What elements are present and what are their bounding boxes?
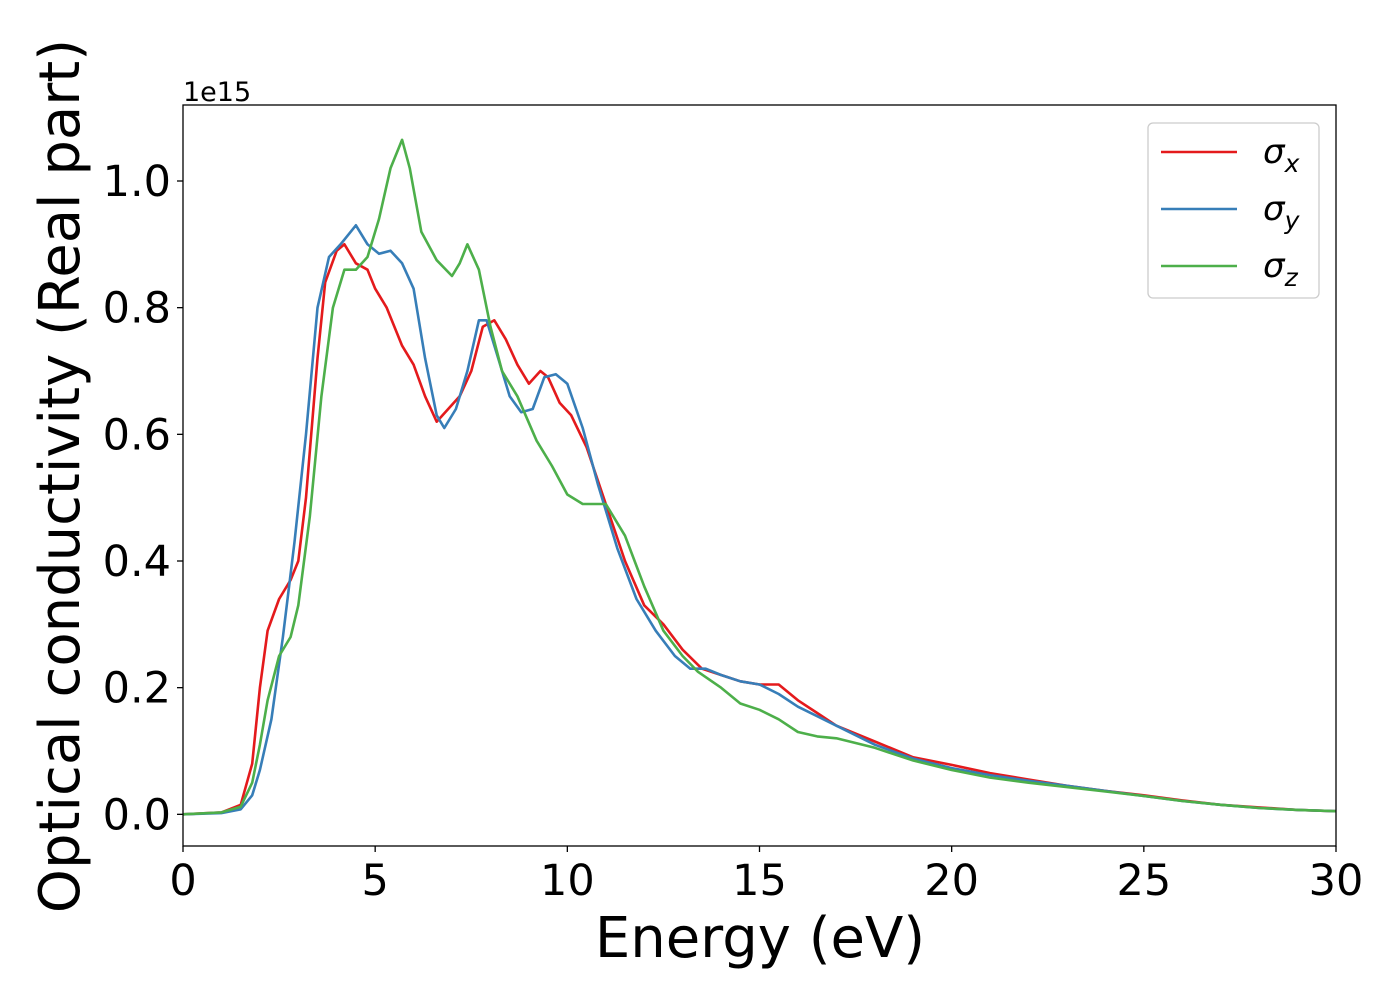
y-tick-label: 0.6 bbox=[103, 410, 171, 460]
x-tick-label: 10 bbox=[540, 856, 595, 906]
legend-subscript: y bbox=[1284, 206, 1301, 235]
y-tick-label: 0.8 bbox=[103, 284, 171, 334]
legend-frame bbox=[1147, 122, 1320, 299]
legend-subscript: x bbox=[1284, 149, 1300, 178]
legend-symbol: σ bbox=[1263, 189, 1286, 229]
y-tick-label: 0.2 bbox=[103, 664, 171, 714]
series-line-z bbox=[183, 138, 1336, 816]
y-axis-offset-label: 1e15 bbox=[183, 77, 251, 108]
legend-symbol: σ bbox=[1263, 132, 1286, 172]
legend-subscript: z bbox=[1284, 263, 1299, 292]
x-axis: 0 5 10 15 20 25 30 bbox=[169, 846, 1363, 906]
x-tick-label: 15 bbox=[732, 856, 787, 906]
legend-symbol: σ bbox=[1263, 246, 1286, 286]
x-tick-label: 5 bbox=[361, 856, 388, 906]
y-axis-title: Optical conductivity (Real part) bbox=[28, 39, 93, 913]
legend-label-x: σx bbox=[1263, 132, 1300, 178]
x-tick-label: 30 bbox=[1309, 856, 1364, 906]
series-line-x bbox=[183, 243, 1336, 816]
y-axis: 0.0 0.2 0.4 0.6 0.8 1.0 bbox=[103, 157, 183, 840]
x-tick-label: 25 bbox=[1116, 856, 1171, 906]
series-line-y bbox=[183, 224, 1336, 816]
y-tick-label: 0.4 bbox=[103, 537, 171, 587]
series-lines bbox=[183, 138, 1336, 816]
x-axis-title: Energy (eV) bbox=[595, 906, 925, 971]
y-tick-label: 0.0 bbox=[103, 790, 171, 840]
legend-label-z: σz bbox=[1263, 246, 1299, 292]
x-tick-label: 20 bbox=[924, 856, 979, 906]
y-tick-label: 1.0 bbox=[103, 157, 171, 207]
x-tick-label: 0 bbox=[169, 856, 196, 906]
legend-label-y: σy bbox=[1263, 189, 1301, 235]
